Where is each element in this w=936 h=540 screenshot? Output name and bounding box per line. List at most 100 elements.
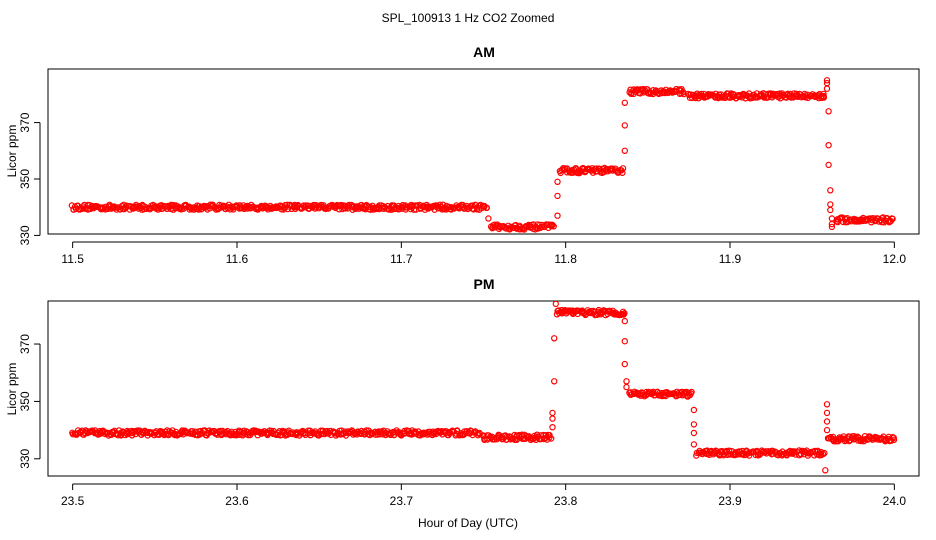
am-data-point [549,221,556,229]
am-data-point [619,169,626,176]
figure-x-axis-title: Hour of Day (UTC) [418,516,518,530]
am-data-point [395,205,403,213]
am-panel-title: AM [473,44,495,60]
pm-y-axis-title: Licor ppm [5,363,19,416]
pm-y-tick-label: 330 [18,448,32,468]
pm-transition-point [823,401,831,408]
figure-title: SPL_100913 1 Hz CO2 Zoomed [382,11,555,25]
pm-x-tick-label: 23.5 [61,494,85,508]
pm-data-point [546,432,553,439]
am-transition-point [825,108,832,115]
pm-data-point [621,310,628,317]
pm-y-tick-label: 370 [18,334,32,354]
am-data-point [589,165,596,172]
pm-data-point [334,431,341,438]
pm-transition-point [623,378,630,385]
pm-transition-point [551,335,558,342]
pm-transition-point [549,415,556,422]
pm-transition-point [822,467,829,474]
pm-y-tick-label: 350 [18,391,32,411]
am-transition-point [621,147,629,154]
am-data-point [376,202,383,209]
pm-x-tick-label: 23.9 [718,494,742,508]
pm-data-point [835,435,842,443]
am-transition-point [827,206,834,214]
am-x-tick-label: 11.6 [226,252,249,266]
am-transition-point [621,122,629,129]
am-data-point [284,201,291,208]
am-transition-point [823,77,831,84]
am-transition-point [828,223,836,231]
pm-data-points [69,300,898,474]
pm-data-point [687,390,695,397]
am-data-point [563,169,571,176]
am-x-tick-label: 11.7 [390,252,413,266]
pm-data-point [548,435,555,442]
am-data-point [550,223,557,230]
am-data-point [469,202,476,209]
pm-data-point [821,449,828,457]
am-transition-point [825,141,832,149]
am-x-tick-label: 11.9 [719,252,742,266]
am-x-tick-label: 11.8 [554,252,577,266]
pm-transition-point [823,409,831,417]
am-data-point [820,90,827,98]
am-data-point [72,205,80,212]
pm-transition-point [551,378,558,385]
am-data-point [619,165,627,172]
am-y-axis-title: Licor ppm [5,125,19,178]
am-transition-point [825,161,832,169]
am-transition-point [823,85,831,92]
pm-data-point [274,431,282,438]
pm-transition-point [623,383,630,391]
pm-transition-point [621,317,629,325]
am-transition-point [621,99,629,107]
pm-x-tick-label: 24.0 [883,494,907,508]
am-data-points [68,77,896,233]
pm-data-point [890,436,898,443]
pm-transition-point [621,360,629,368]
am-transition-point [827,201,834,208]
pm-data-point [726,447,733,454]
pm-data-point [829,433,837,441]
am-data-point [712,94,719,101]
pm-data-point [619,308,627,315]
am-data-point [820,93,828,100]
pm-plot-frame [47,300,920,477]
am-transition-point [828,215,836,222]
pm-data-point [397,431,405,438]
pm-data-point [650,388,657,395]
am-data-point [640,85,647,93]
pm-x-tick-label: 23.7 [390,494,414,508]
am-transition-point [554,192,561,200]
am-transition-point [828,220,836,228]
am-x-tick-label: 12.0 [883,252,907,266]
am-transition-point [827,187,834,194]
am-data-point [483,204,490,211]
am-y-tick-label: 330 [18,225,32,245]
am-data-point [801,90,808,98]
am-data-point [889,215,896,223]
pm-transition-point [823,418,831,425]
am-y-tick-label: 350 [18,169,32,189]
pm-panel-title: PM [474,276,495,292]
pm-transition-point [621,338,629,345]
pm-transition-point [690,441,698,448]
pm-transition-point [690,406,698,414]
am-transition-point [554,212,561,219]
pm-transition-point [690,421,698,428]
am-panel: AM Licor ppm 11.5 11.6 11.7 11.8 11.9 12.0 330… [5,44,920,266]
pm-transition-point [549,424,556,431]
am-x-tick-label: 11.5 [61,252,84,266]
pm-data-point [606,308,613,315]
am-transition-point [554,178,561,185]
am-plot-frame [47,68,920,235]
pm-x-tick-label: 23.8 [554,494,578,508]
pm-data-point [819,450,827,458]
am-transition-point [485,215,492,222]
pm-transition-point [690,429,698,437]
pm-transition-point [549,409,556,417]
am-data-point [548,222,555,230]
am-data-point [718,93,725,100]
